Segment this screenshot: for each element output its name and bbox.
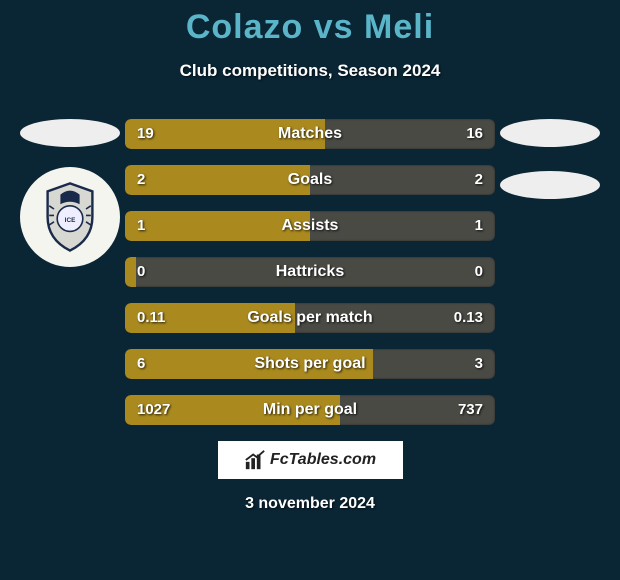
- stat-right-value: 0: [475, 257, 483, 287]
- stat-row: 19Matches16: [125, 119, 495, 149]
- player-left-name: Colazo: [186, 8, 303, 46]
- stat-row: 2Goals2: [125, 165, 495, 195]
- stat-right-value: 737: [458, 395, 483, 425]
- stat-right-value: 1: [475, 211, 483, 241]
- stat-label: Min per goal: [125, 395, 495, 425]
- content-area: ICE 19Matches16 2Goals2 1Assists1 0Hattrick…: [0, 119, 620, 425]
- right-column: [490, 119, 610, 199]
- subtitle: Club competitions, Season 2024: [0, 61, 620, 81]
- brand-badge: FcTables.com: [218, 441, 403, 479]
- stat-label: Hattricks: [125, 257, 495, 287]
- brand-text: FcTables.com: [270, 451, 376, 469]
- stat-bars: 19Matches16 2Goals2 1Assists1 0Hattricks0 0.…: [125, 119, 495, 425]
- stat-right-value: 3: [475, 349, 483, 379]
- vs-label: vs: [314, 8, 354, 46]
- stat-row: 1027Min per goal737: [125, 395, 495, 425]
- stat-label: Assists: [125, 211, 495, 241]
- player-right-ellipse: [500, 119, 600, 147]
- stat-right-value: 2: [475, 165, 483, 195]
- footer-date: 3 november 2024: [0, 495, 620, 513]
- brand-chart-icon: [244, 449, 266, 471]
- stat-label: Goals per match: [125, 303, 495, 333]
- stat-row: 0Hattricks0: [125, 257, 495, 287]
- club-left-logo: ICE: [20, 167, 120, 267]
- player-left-ellipse: [20, 119, 120, 147]
- stat-label: Matches: [125, 119, 495, 149]
- comparison-title: Colazo vs Meli: [0, 8, 620, 47]
- player-right-name: Meli: [364, 8, 434, 46]
- club-right-ellipse: [500, 171, 600, 199]
- svg-text:ICE: ICE: [65, 217, 76, 224]
- stat-right-value: 0.13: [454, 303, 483, 333]
- stat-row: 6Shots per goal3: [125, 349, 495, 379]
- stat-label: Shots per goal: [125, 349, 495, 379]
- stat-right-value: 16: [466, 119, 483, 149]
- comparison-card: Colazo vs Meli Club competitions, Season…: [0, 0, 620, 580]
- club-crest-icon: ICE: [30, 177, 110, 257]
- stat-row: 1Assists1: [125, 211, 495, 241]
- stat-label: Goals: [125, 165, 495, 195]
- stat-row: 0.11Goals per match0.13: [125, 303, 495, 333]
- left-column: ICE: [10, 119, 130, 267]
